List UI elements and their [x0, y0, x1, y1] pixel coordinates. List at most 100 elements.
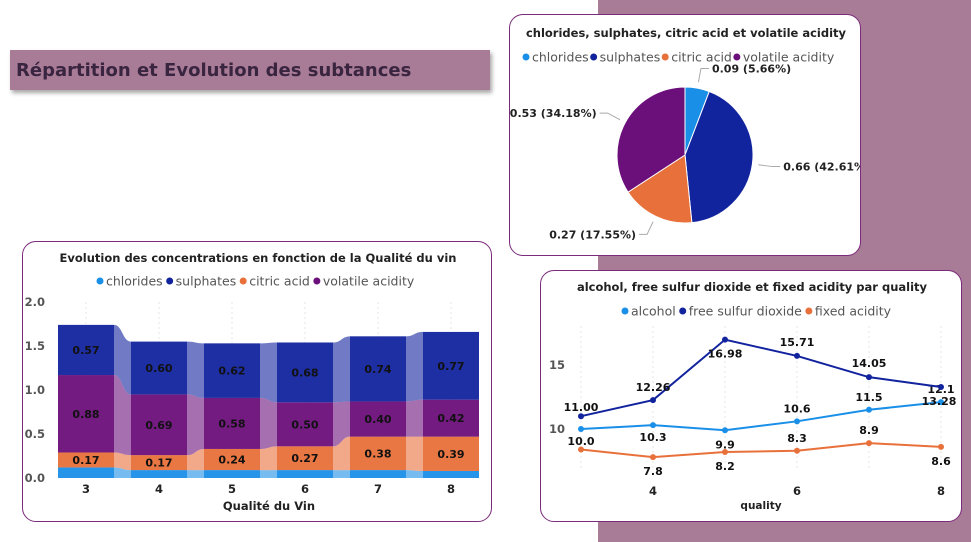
x-axis-label: quality	[740, 500, 781, 512]
data-label: 7.8	[643, 465, 663, 478]
x-tick-label: 5	[228, 482, 236, 496]
legend-item-alcohol[interactable]: alcohol	[621, 304, 676, 319]
legend-item-volatile-acidity[interactable]: volatile acidity	[313, 274, 415, 289]
bar-segment-sulphates[interactable]	[131, 341, 187, 395]
legend-label: citric acid	[249, 274, 310, 289]
line-point-fixed-acidity[interactable]	[722, 449, 728, 456]
legend-marker	[679, 307, 687, 315]
ribbon-sulphates	[114, 324, 131, 395]
y-tick-label: 15	[549, 358, 565, 372]
data-label: 0.27	[291, 452, 318, 465]
line-point-free-sulfur-dioxide[interactable]	[794, 352, 800, 359]
legend-item-sulphates[interactable]: sulphates	[590, 50, 660, 65]
data-label: 0.38	[364, 447, 391, 460]
legend-item-sulphates[interactable]: sulphates	[166, 274, 236, 289]
ribbon-citric-acid	[406, 436, 423, 471]
bar-segment-chlorides[interactable]	[423, 470, 479, 478]
line-fixed-acidity	[580, 442, 942, 459]
pie-data-label: 0.53 (34.18%)	[510, 107, 597, 120]
line-point-alcohol[interactable]	[578, 426, 584, 432]
pie-slice-sulphates[interactable]	[684, 90, 754, 224]
y-tick-label: 10	[549, 422, 565, 436]
line-point-free-sulfur-dioxide[interactable]	[578, 413, 584, 420]
bar-segment-citric-acid[interactable]	[423, 436, 479, 471]
legend-item-fixed-acidity[interactable]: fixed acidity	[805, 304, 892, 319]
bar-segment-citric-acid[interactable]	[58, 452, 114, 468]
data-label: 11.00	[564, 401, 599, 414]
legend-marker	[239, 277, 247, 285]
area-chart-card[interactable]: Evolution des concentrations en fonction…	[22, 241, 492, 522]
ribbon-sulphates	[333, 336, 350, 403]
x-tick-label: 7	[374, 482, 382, 496]
pie-slice-citric-acid[interactable]	[627, 154, 693, 224]
ribbon-sulphates	[187, 341, 204, 398]
legend-label: citric acid	[671, 50, 732, 65]
line-point-fixed-acidity[interactable]	[650, 454, 656, 461]
line-point-alcohol[interactable]	[794, 418, 800, 425]
bar-segment-sulphates[interactable]	[58, 324, 114, 376]
bar-segment-volatile-acidity[interactable]	[423, 399, 479, 437]
legend-item-volatile-acidity[interactable]: volatile acidity	[733, 50, 835, 65]
pie-data-label: 0.66 (42.61%)	[783, 161, 861, 174]
line-point-alcohol[interactable]	[866, 406, 872, 413]
bar-segment-citric-acid[interactable]	[204, 448, 260, 471]
bar-segment-chlorides[interactable]	[204, 470, 260, 478]
y-tick-label: 2.0	[25, 295, 45, 309]
bar-segment-volatile-acidity[interactable]	[277, 402, 333, 447]
line-point-alcohol[interactable]	[722, 427, 728, 434]
legend-marker	[96, 277, 104, 285]
ribbon-citric-acid	[114, 452, 131, 471]
data-label: 16.98	[708, 348, 743, 361]
data-label: 0.17	[72, 454, 99, 467]
bar-segment-sulphates[interactable]	[350, 336, 406, 402]
y-tick-label: 0.0	[25, 471, 45, 485]
line-point-fixed-acidity[interactable]	[578, 446, 584, 453]
page-title-bar: Répartition et Evolution des subtances	[10, 50, 490, 90]
line-point-fixed-acidity[interactable]	[866, 440, 872, 447]
bar-segment-volatile-acidity[interactable]	[204, 397, 260, 449]
area-chart-title: Evolution des concentrations en fonction…	[60, 251, 457, 265]
bar-segment-volatile-acidity[interactable]	[350, 401, 406, 437]
y-tick-label: 1.0	[25, 383, 45, 397]
pie-slice-volatile-acidity[interactable]	[616, 86, 686, 193]
bar-segment-sulphates[interactable]	[277, 342, 333, 403]
data-label: 0.39	[437, 448, 464, 461]
bar-segment-citric-acid[interactable]	[131, 455, 187, 471]
line-point-alcohol[interactable]	[650, 422, 656, 429]
bar-segment-chlorides[interactable]	[58, 467, 114, 478]
legend-label: sulphates	[600, 50, 661, 65]
bar-segment-chlorides[interactable]	[277, 470, 333, 478]
bar-segment-volatile-acidity[interactable]	[58, 375, 114, 453]
bar-segment-citric-acid[interactable]	[350, 436, 406, 471]
line-point-free-sulfur-dioxide[interactable]	[938, 384, 944, 391]
legend-item-chlorides[interactable]: chlorides	[96, 274, 163, 289]
bar-segment-volatile-acidity[interactable]	[131, 394, 187, 456]
bar-segment-chlorides[interactable]	[350, 470, 406, 478]
legend-label: chlorides	[106, 274, 163, 289]
ribbon-sulphates	[406, 331, 423, 402]
bar-segment-sulphates[interactable]	[204, 343, 260, 398]
line-point-fixed-acidity[interactable]	[938, 443, 944, 450]
pie-chart-card[interactable]: chlorides, sulphates, citric acid et vol…	[509, 14, 861, 256]
bar-segment-chlorides[interactable]	[131, 470, 187, 478]
line-point-alcohol[interactable]	[938, 399, 944, 406]
ribbon-volatile-acidity	[260, 397, 277, 449]
ribbon-volatile-acidity	[406, 399, 423, 437]
legend-item-free-sulfur-dioxide[interactable]: free sulfur dioxide	[679, 304, 802, 319]
legend-item-chlorides[interactable]: chlorides	[522, 50, 589, 65]
legend-item-citric-acid[interactable]: citric acid	[661, 50, 732, 65]
line-point-free-sulfur-dioxide[interactable]	[866, 374, 872, 381]
legend-marker	[590, 53, 598, 61]
ribbon-volatile-acidity	[114, 375, 131, 456]
bar-segment-citric-acid[interactable]	[277, 446, 333, 471]
legend-marker	[661, 53, 669, 61]
line-point-free-sulfur-dioxide[interactable]	[650, 397, 656, 404]
legend-marker	[166, 277, 174, 285]
data-label: 10.6	[783, 402, 810, 415]
line-chart-card[interactable]: alcohol, free sulfur dioxide et fixed ac…	[540, 270, 962, 522]
line-point-free-sulfur-dioxide[interactable]	[722, 336, 728, 343]
line-point-fixed-acidity[interactable]	[794, 447, 800, 454]
data-label: 14.05	[852, 357, 887, 370]
legend-item-citric-acid[interactable]: citric acid	[239, 274, 310, 289]
bar-segment-sulphates[interactable]	[423, 331, 479, 400]
